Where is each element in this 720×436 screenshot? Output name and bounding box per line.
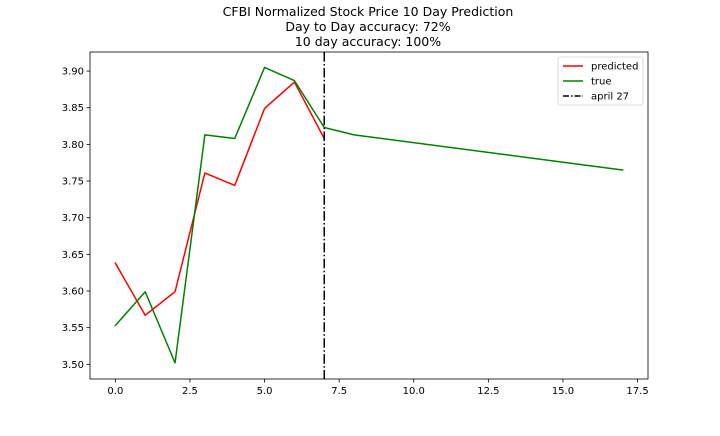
y-tick-label: 3.55 [62,323,84,334]
series-line-true [114,66,624,364]
x-tick-label: 17.5 [626,386,648,397]
y-tick-label: 3.50 [62,360,84,371]
plot-area [114,52,624,379]
x-tick-label: 5.0 [257,386,273,397]
x-tick-label: 0.0 [107,386,123,397]
y-tick-label: 3.75 [62,177,84,188]
legend: predicted true april 27 [557,56,644,106]
chart-title-line-3: 10 day accuracy: 100% [295,34,441,49]
x-tick-label: 12.5 [477,386,499,397]
y-tick-label: 3.70 [62,213,84,224]
axes-frame [89,51,649,380]
x-tick-label: 15.0 [552,386,574,397]
legend-box [557,56,644,106]
chart-title: CFBI Normalized Stock Price 10 Day Predi… [223,4,514,49]
legend-label-predicted: predicted [591,62,638,73]
series-line-predicted [114,81,326,316]
y-tick-label: 3.65 [62,250,84,261]
legend-label-true: true [591,77,612,88]
y-tick-label: 3.90 [62,67,84,78]
y-tick-label: 3.80 [62,140,84,151]
x-tick-label: 2.5 [182,386,198,397]
x-tick-label: 10.0 [403,386,425,397]
axes: 0.0 2.5 5.0 7.5 10.0 12.5 15.0 17.5 3.50 3.55 3.60… [62,51,649,397]
chart-title-line-2: Day to Day accuracy: 72% [285,19,450,34]
legend-label-april-27: april 27 [591,92,629,103]
chart-title-line-1: CFBI Normalized Stock Price 10 Day Predi… [223,4,514,19]
x-tick-label: 7.5 [331,386,347,397]
y-tick-label: 3.60 [62,287,84,298]
y-tick-label: 3.85 [62,103,84,114]
